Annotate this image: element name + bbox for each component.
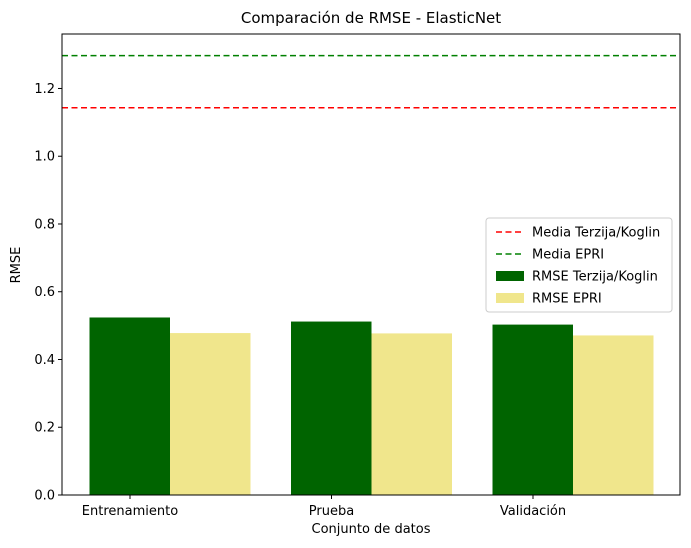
bar-epri — [573, 335, 654, 495]
bar-terzija-koglin — [89, 317, 170, 495]
x-tick-label: Validación — [500, 504, 566, 519]
legend-box — [485, 217, 673, 313]
plot-area — [62, 54, 680, 495]
y-tick-label: 1.2 — [34, 82, 55, 97]
bar-epri — [170, 333, 251, 495]
x-axis-label: Conjunto de datos — [312, 522, 431, 537]
y-tick-label: 0.8 — [34, 217, 55, 232]
y-axis: 0.0 0.2 0.4 0.6 0.8 1.0 1.2 — [34, 82, 62, 504]
y-tick-label: 0.4 — [34, 353, 55, 368]
bar-epri — [371, 333, 452, 495]
legend-patch-swatch — [496, 293, 524, 303]
legend-label: Media EPRI — [532, 248, 604, 263]
y-tick-label: 0.0 — [34, 489, 55, 504]
x-tick-label: Entrenamiento — [82, 504, 178, 519]
y-tick-label: 0.6 — [34, 285, 55, 300]
y-tick-label: 1.0 — [34, 150, 55, 165]
chart-title: Comparación de RMSE - ElasticNet — [241, 9, 501, 27]
legend-label: RMSE EPRI — [532, 292, 602, 307]
bar-terzija-koglin — [492, 324, 573, 495]
bar-terzija-koglin — [291, 321, 372, 495]
legend-label: Media Terzija/Koglin — [532, 226, 660, 241]
legend: Media Terzija/Koglin Media EPRI RMSE Terzi… — [485, 217, 673, 313]
y-axis-label: RMSE — [9, 247, 24, 284]
axes-frame — [61, 33, 681, 496]
x-axis: Entrenamiento Prueba Validación — [82, 495, 566, 519]
legend-patch-swatch — [496, 271, 524, 281]
x-tick-label: Prueba — [309, 504, 354, 519]
y-tick-label: 0.2 — [34, 421, 55, 436]
legend-label: RMSE Terzija/Koglin — [532, 270, 658, 285]
